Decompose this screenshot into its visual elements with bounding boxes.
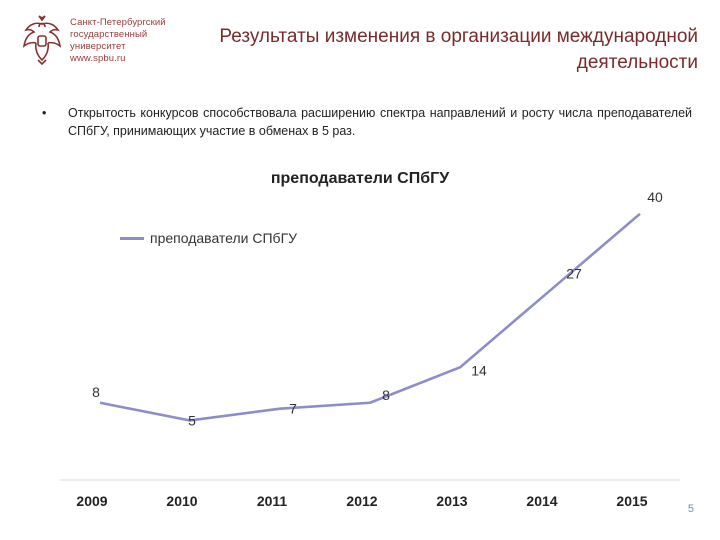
university-logo: Санкт-Петербургский государственный унив… [20,14,210,74]
x-tick-label: 2012 [346,493,377,509]
logo-line: государственный [70,29,148,40]
x-tick-label: 2014 [526,493,557,509]
bullet-text: Открытость конкурсов способствовала расш… [68,106,692,138]
logo-line: Санкт-Петербургский [70,17,166,28]
logo-line: университет [70,41,126,52]
slide-title: Результаты изменения в организации между… [219,26,698,73]
chart-title: преподаватели СПбГУ [270,170,450,187]
x-tick-label: 2009 [76,493,107,509]
data-label: 5 [188,412,196,428]
series-line [99,212,641,422]
data-label: 8 [92,384,100,400]
line-chart: 8 5 7 8 14 27 40 2009 2010 2011 2012 2013 2014 2015 [60,189,680,509]
data-label: 27 [566,266,582,282]
data-label: 14 [471,362,487,378]
data-label: 40 [647,189,663,205]
legend-label: преподаватели СПбГУ [150,230,298,246]
chart-legend: преподаватели СПбГУ [120,230,297,246]
x-tick-label: 2011 [257,493,288,509]
university-name: Санкт-Петербургский государственный унив… [70,17,210,65]
bullet-marker: • [42,106,47,120]
legend-line-swatch [120,236,144,240]
x-tick-label: 2013 [436,493,467,509]
x-tick-label: 2010 [166,493,197,509]
logo-url[interactable]: www.spbu.ru [70,53,126,64]
eagle-crest-icon [22,15,62,66]
data-label: 8 [382,387,390,403]
data-label: 7 [289,401,297,417]
bullet-point: • Открытость конкурсов способствовала ра… [42,104,692,140]
page-number: 5 [687,503,694,515]
x-tick-label: 2015 [616,493,647,509]
